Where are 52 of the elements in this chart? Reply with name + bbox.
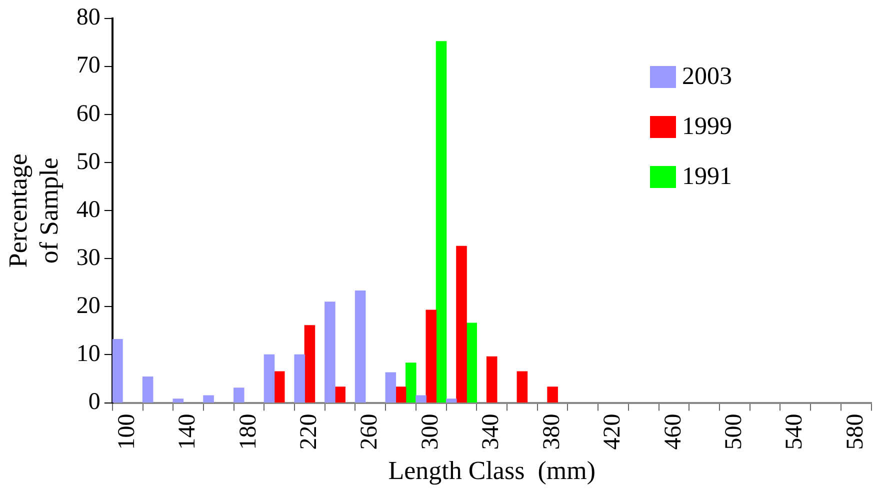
bar xyxy=(334,386,346,403)
legend-label: 2003 xyxy=(682,63,732,91)
x-tick-label: 260 xyxy=(356,414,383,450)
y-tick-label: 10 xyxy=(76,341,100,368)
x-axis-title: Length Class (mm) xyxy=(388,456,596,486)
x-tick-label: 220 xyxy=(296,414,322,450)
y-tick-label: 80 xyxy=(76,4,100,31)
x-tick-label: 300 xyxy=(417,414,444,450)
bar xyxy=(203,395,214,403)
bar xyxy=(385,372,396,403)
bar xyxy=(446,398,457,403)
y-tick-label: 70 xyxy=(76,52,100,79)
bar xyxy=(516,371,528,403)
bar xyxy=(406,362,416,403)
bar xyxy=(486,356,498,403)
bar xyxy=(456,246,467,403)
x-tick-label: 380 xyxy=(538,414,565,450)
legend-label: 1999 xyxy=(682,113,732,141)
y-tick-label: 20 xyxy=(76,292,100,319)
y-tick-label: 50 xyxy=(76,148,100,175)
y-tick-label: 40 xyxy=(76,196,100,223)
text: of Sample xyxy=(34,158,64,264)
bar xyxy=(233,388,244,403)
bar xyxy=(274,371,285,403)
bar xyxy=(172,398,184,403)
x-tick-label: 460 xyxy=(660,414,686,450)
x-tick-label: 180 xyxy=(235,414,262,450)
legend-label: 1991 xyxy=(682,163,732,191)
bar xyxy=(324,302,336,403)
y-tick-label: 0 xyxy=(88,389,100,416)
bar xyxy=(395,386,406,403)
bar xyxy=(112,339,123,403)
x-tick-label: 340 xyxy=(478,414,504,450)
bar xyxy=(304,325,316,403)
x-tick-label: 540 xyxy=(782,414,808,450)
bar xyxy=(416,395,426,403)
y-tick-label: 60 xyxy=(76,100,100,127)
x-tick-label: 580 xyxy=(842,414,868,450)
bar xyxy=(264,354,275,403)
x-tick-label: 100 xyxy=(114,414,140,450)
bar xyxy=(436,41,447,403)
y-tick-label: 30 xyxy=(76,244,100,271)
bar xyxy=(142,376,154,403)
x-tick-label: 500 xyxy=(720,414,747,450)
text: Percentage xyxy=(3,154,32,268)
bar xyxy=(466,322,477,403)
bar xyxy=(547,386,558,403)
bar xyxy=(354,290,366,403)
bar xyxy=(294,354,305,403)
x-tick-label: 420 xyxy=(600,414,626,450)
bar xyxy=(426,310,437,403)
x-tick-label: 140 xyxy=(174,414,201,450)
